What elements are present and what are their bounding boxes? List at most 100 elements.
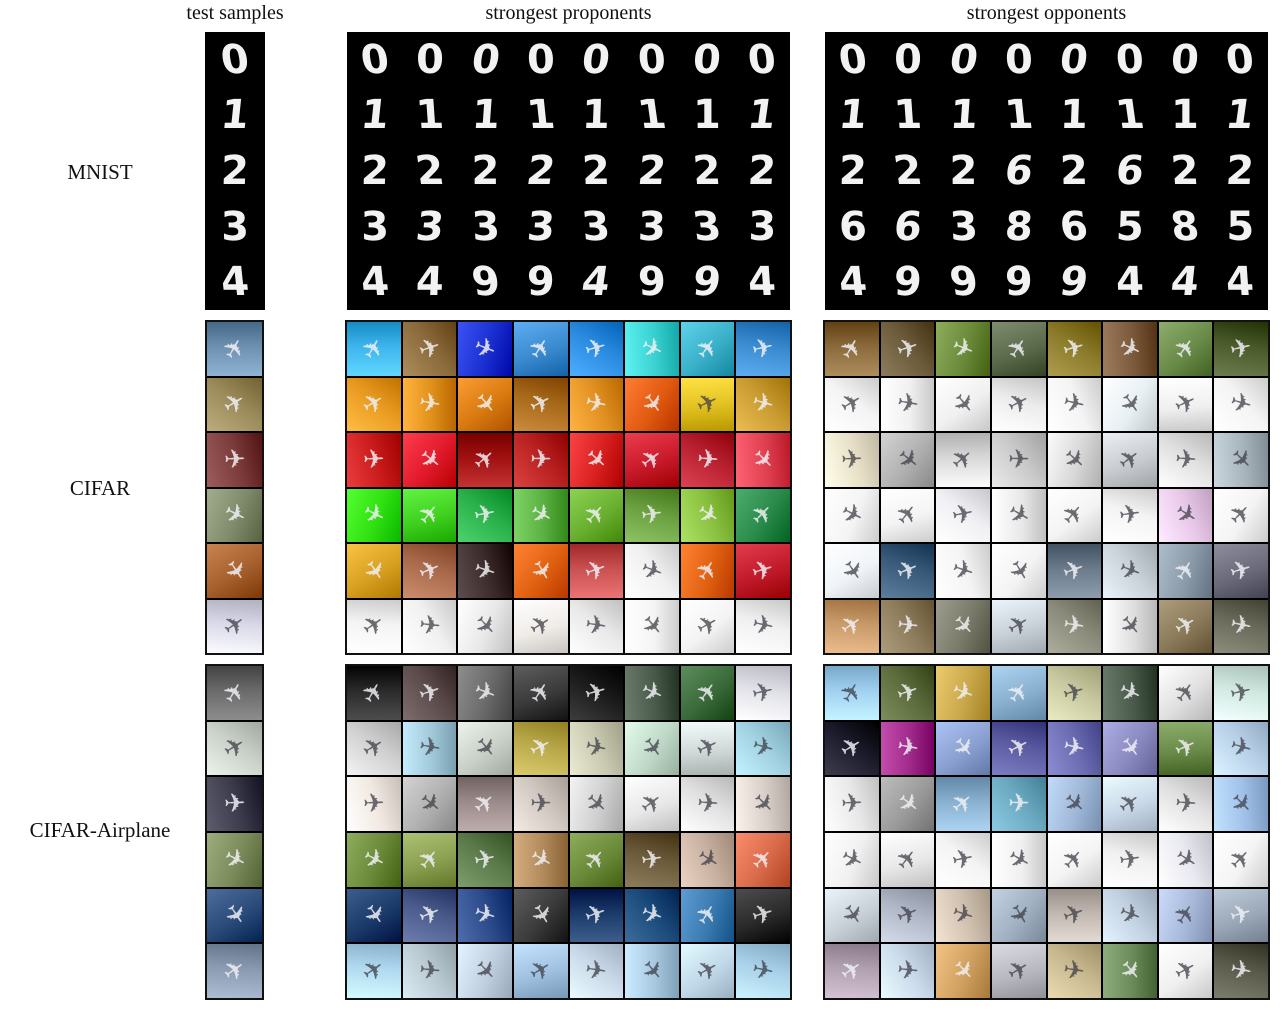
cifar-opponent-thumbnail: ✈ bbox=[1103, 544, 1157, 598]
airplane-silhouette-icon: ✈ bbox=[583, 954, 610, 988]
row-label-cifar-airplane: CIFAR-Airplane bbox=[29, 818, 171, 842]
cifar-airplane-opponent-thumbnail: ✈ bbox=[1214, 721, 1268, 776]
cifar-airplane-proponent-thumbnail: ✈ bbox=[402, 833, 457, 887]
cifar-opponent-thumbnail: ✈ bbox=[1103, 488, 1157, 542]
mnist-opponent-digit: 1 bbox=[1059, 92, 1089, 139]
cifar-opponent-thumbnail: ✈ bbox=[880, 488, 935, 542]
mnist-proponent-digit: 2 bbox=[581, 147, 611, 194]
cifar-opponent-thumbnail: ✈ bbox=[1158, 488, 1213, 542]
cifar-airplane-opponent-thumbnail: ✈ bbox=[991, 666, 1046, 720]
mnist-proponent-digit-cell: 0 bbox=[569, 32, 624, 88]
mnist-proponent-digit: 9 bbox=[526, 259, 555, 306]
cifar-proponent-thumbnail: ✈ bbox=[402, 488, 457, 542]
airplane-silhouette-icon: ✈ bbox=[840, 788, 864, 820]
mnist-proponent-digit-cell: 1 bbox=[624, 88, 679, 144]
mnist-proponent-digit: 2 bbox=[691, 147, 723, 194]
mnist-opponent-digit-cell: 0 bbox=[1047, 32, 1102, 88]
cifar-airplane-opponent-thumbnail: ✈ bbox=[991, 833, 1046, 887]
cifar-airplane-opponent-thumbnail: ✈ bbox=[1158, 666, 1213, 720]
mnist-opponent-digit: 5 bbox=[1226, 203, 1255, 250]
cifar-proponent-thumbnail: ✈ bbox=[680, 488, 735, 542]
cifar-airplane-proponent-thumbnail: ✈ bbox=[680, 721, 735, 776]
cifar-airplane-opponent-thumbnail: ✈ bbox=[1103, 777, 1157, 831]
cifar-opponent-thumbnail: ✈ bbox=[1047, 488, 1102, 542]
mnist-proponent-digit: 3 bbox=[525, 203, 557, 250]
cifar-opponent-thumbnail: ✈ bbox=[880, 322, 935, 376]
mnist-proponent-digit-cell: 2 bbox=[402, 143, 457, 199]
mnist-proponent-digit-cell: 1 bbox=[347, 88, 402, 144]
cifar-airplane-proponent-thumbnail: ✈ bbox=[402, 888, 457, 943]
row-label-cifar: CIFAR bbox=[69, 476, 131, 500]
airplane-silhouette-icon: ✈ bbox=[1007, 788, 1030, 820]
cifar-opponent-thumbnail: ✈ bbox=[936, 322, 990, 376]
cifar-airplane-opponent-thumbnail: ✈ bbox=[936, 888, 990, 943]
airplane-silhouette-icon: ✈ bbox=[1007, 444, 1030, 475]
mnist-proponent-digit-cell: 3 bbox=[458, 199, 513, 255]
mnist-opponent-digit-cell: 0 bbox=[936, 32, 991, 88]
cifar-proponent-thumbnail: ✈ bbox=[680, 377, 735, 431]
cifar-proponent-thumbnail: ✈ bbox=[569, 322, 624, 376]
cifar-airplane-opponent-thumbnail: ✈ bbox=[1158, 833, 1213, 887]
cifar-airplane-proponent-thumbnail: ✈ bbox=[625, 888, 679, 943]
cifar-proponents-panel: ✈ ✈ ✈ ✈ ✈ ✈ ✈ ✈ ✈ ✈ ✈ ✈ ✈ ✈ ✈ ✈ ✈ ✈ ✈ ✈ ✈ ✈ ✈ ✈ ✈ ✈ ✈ ✈ ✈ ✈ ✈ ✈ ✈ ✈ ✈ ✈ ✈ ✈ ✈ ✈… bbox=[345, 320, 792, 655]
cifar-airplane-proponent-thumbnail: ✈ bbox=[513, 777, 568, 831]
mnist-proponent-digit: 9 bbox=[636, 259, 667, 306]
cifar-opponent-thumbnail: ✈ bbox=[880, 433, 935, 487]
mnist-proponent-digit: 0 bbox=[468, 36, 503, 83]
mnist-proponent-digit: 0 bbox=[579, 36, 613, 83]
cifar-opponent-thumbnail: ✈ bbox=[1158, 544, 1213, 598]
cifar-proponent-thumbnail: ✈ bbox=[513, 433, 568, 487]
cifar-opponent-thumbnail: ✈ bbox=[1103, 433, 1157, 487]
airplane-silhouette-icon: ✈ bbox=[1061, 609, 1088, 643]
cifar-airplane-proponents-panel: ✈ ✈ ✈ ✈ ✈ ✈ ✈ ✈ ✈ ✈ ✈ ✈ ✈ ✈ ✈ ✈ ✈ ✈ ✈ ✈ ✈ ✈ ✈ ✈ ✈ ✈ ✈ ✈ ✈ ✈ ✈ ✈ ✈ ✈ ✈ ✈ ✈ ✈ ✈ ✈… bbox=[345, 664, 792, 1000]
cifar-proponent-thumbnail: ✈ bbox=[458, 488, 512, 542]
mnist-proponent-digit-cell: 9 bbox=[513, 254, 568, 310]
mnist-opponent-digit-cell: 0 bbox=[1102, 32, 1157, 88]
cifar-proponent-thumbnail: ✈ bbox=[736, 433, 790, 487]
cifar-airplane-opponent-thumbnail: ✈ bbox=[1158, 721, 1213, 776]
mnist-proponent-digit-cell: 1 bbox=[735, 88, 790, 144]
mnist-opponent-digit-cell: 9 bbox=[991, 254, 1046, 310]
cifar-airplane-opponent-thumbnail: ✈ bbox=[1047, 944, 1102, 998]
cifar-airplane-opponent-thumbnail: ✈ bbox=[1103, 833, 1157, 887]
mnist-proponent-digit: 0 bbox=[745, 36, 779, 83]
cifar-airplane-proponent-thumbnail: ✈ bbox=[458, 721, 512, 776]
mnist-opponent-digit: 1 bbox=[1171, 92, 1199, 139]
cifar-proponent-thumbnail: ✈ bbox=[513, 544, 568, 598]
mnist-opponent-digit: 6 bbox=[837, 203, 868, 250]
cifar-opponent-thumbnail: ✈ bbox=[991, 544, 1046, 598]
mnist-opponent-digit: 6 bbox=[891, 203, 925, 250]
mnist-opponent-digit: 6 bbox=[1057, 203, 1091, 250]
mnist-opponent-digit: 9 bbox=[1057, 259, 1092, 306]
cifar-airplane-proponent-thumbnail: ✈ bbox=[347, 777, 401, 831]
mnist-proponent-digit: 4 bbox=[746, 259, 778, 306]
airplane-silhouette-icon: ✈ bbox=[840, 444, 864, 476]
mnist-proponent-digit-cell: 4 bbox=[347, 254, 402, 310]
mnist-opponent-digit-cell: 1 bbox=[991, 88, 1046, 144]
cifar-opponent-thumbnail: ✈ bbox=[880, 377, 935, 431]
cifar-airplane-opponent-thumbnail: ✈ bbox=[991, 777, 1046, 831]
mnist-opponent-digit: 0 bbox=[1057, 36, 1091, 83]
airplane-silhouette-icon: ✈ bbox=[417, 610, 442, 643]
cifar-airplane-proponent-thumbnail: ✈ bbox=[625, 666, 679, 720]
mnist-opponent-digit: 4 bbox=[1168, 259, 1202, 306]
cifar-airplane-opponent-thumbnail: ✈ bbox=[1103, 721, 1157, 776]
cifar-airplane-proponent-thumbnail: ✈ bbox=[402, 777, 457, 831]
cifar-proponent-thumbnail: ✈ bbox=[625, 322, 679, 376]
cifar-airplane-proponent-thumbnail: ✈ bbox=[347, 944, 401, 998]
airplane-silhouette-icon: ✈ bbox=[1117, 498, 1143, 532]
cifar-airplane-opponent-thumbnail: ✈ bbox=[1047, 721, 1102, 776]
cifar-airplane-opponent-thumbnail: ✈ bbox=[1103, 666, 1157, 720]
cifar-opponent-thumbnail: ✈ bbox=[1103, 599, 1157, 653]
cifar-airplane-proponent-thumbnail: ✈ bbox=[680, 666, 735, 720]
cifar-opponent-thumbnail: ✈ bbox=[936, 433, 990, 487]
cifar-proponent-thumbnail: ✈ bbox=[736, 377, 790, 431]
mnist-opponent-digit: 1 bbox=[892, 92, 924, 139]
cifar-airplane-proponent-thumbnail: ✈ bbox=[736, 777, 790, 831]
cifar-opponent-thumbnail: ✈ bbox=[825, 322, 879, 376]
mnist-proponent-digit-cell: 2 bbox=[458, 143, 513, 199]
cifar-airplane-proponent-thumbnail: ✈ bbox=[513, 833, 568, 887]
cifar-proponent-thumbnail: ✈ bbox=[347, 433, 401, 487]
cifar-airplane-proponent-thumbnail: ✈ bbox=[625, 833, 679, 887]
mnist-opponent-digit: 6 bbox=[1001, 147, 1036, 194]
